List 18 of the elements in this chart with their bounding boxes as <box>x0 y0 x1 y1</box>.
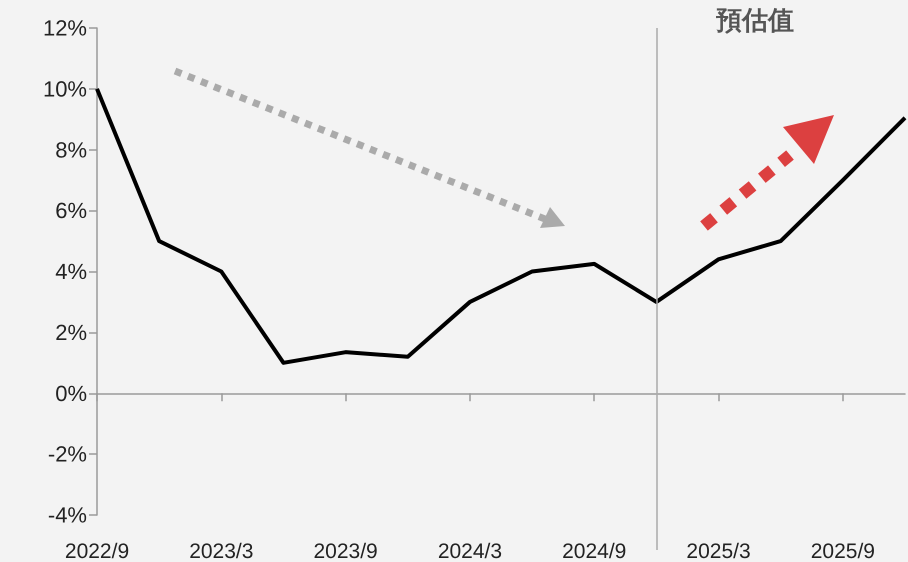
x-tick-label: 2022/9 <box>64 540 130 562</box>
y-tick-label: 6% <box>55 198 87 224</box>
line-series <box>95 86 907 365</box>
x-tick-label: 2023/9 <box>314 540 378 562</box>
y-tick-label: -4% <box>48 502 87 528</box>
y-tick-label: 10% <box>42 76 87 102</box>
annotation: 預估值 <box>715 6 794 36</box>
y-tick-label: 8% <box>55 137 87 162</box>
x-tick-label: 2024/9 <box>562 540 626 562</box>
x-tick-label: 2025/3 <box>686 540 751 562</box>
y-tick-label: 2% <box>55 320 87 345</box>
y-tick-label: 0% <box>55 380 87 406</box>
x-tick-label: 2023/3 <box>189 540 254 562</box>
y-tick-label: 4% <box>55 259 87 284</box>
y-tick-label: -2% <box>48 442 87 467</box>
y-tick-label: 12% <box>42 16 87 40</box>
x-tick-label: 2025/9 <box>810 540 875 562</box>
x-tick-label: 2024/3 <box>438 540 502 562</box>
